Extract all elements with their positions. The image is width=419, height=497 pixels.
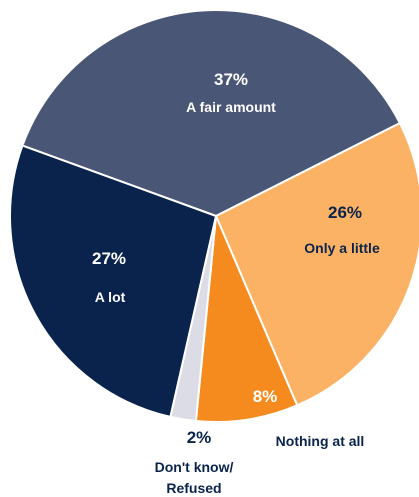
data-label-don-t-know-refused: 2%: [187, 428, 212, 447]
data-label-a-fair-amount: 37%: [214, 70, 248, 89]
pie-slices: [9, 9, 419, 423]
data-label-nothing-at-all: 8%: [253, 387, 278, 406]
category-label-a-lot: A lot: [95, 289, 126, 305]
pie-slice-a-lot: [9, 144, 217, 418]
pie-slice-only-a-little: [215, 122, 419, 407]
category-label-a-fair-amount: A fair amount: [186, 99, 276, 115]
data-label-only-a-little: 26%: [328, 203, 362, 222]
category-label-only-a-little: Only a little: [304, 240, 380, 256]
category-label-nothing-at-all: Nothing at all: [276, 433, 365, 449]
category-label-don-t-know-refused-line-1: Don't know/: [155, 459, 234, 475]
pie-labels: 37% A fair amount 26% Only a little 8% Nothin…: [92, 70, 380, 496]
pie-slice-nothing-at-all: [194, 215, 299, 423]
pie-slice-a-fair-amount: [21, 9, 401, 217]
category-label-don-t-know-refused-line-2: Refused: [166, 480, 221, 496]
data-label-a-lot: 27%: [92, 249, 126, 268]
